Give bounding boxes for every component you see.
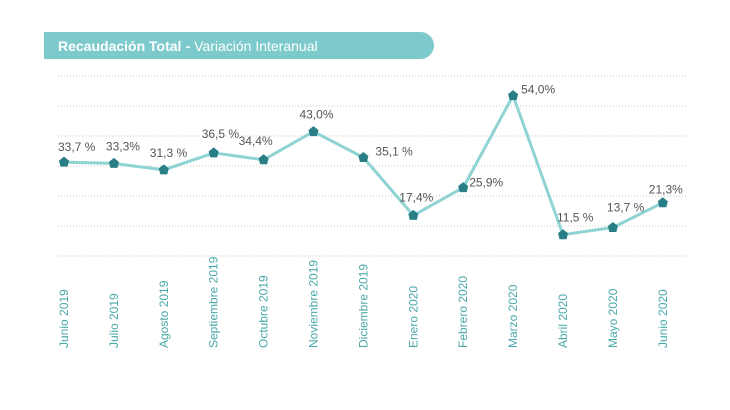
x-tick-label: Mayo 2020 — [606, 288, 620, 348]
x-tick-label: Noviembre 2019 — [307, 260, 321, 348]
x-tick-label: Enero 2020 — [406, 286, 420, 348]
chart-title-bar: Recaudación Total - Variación Interanual — [44, 32, 434, 59]
x-tick-label: Octubre 2019 — [257, 275, 271, 348]
data-point — [208, 147, 219, 158]
data-point — [558, 229, 568, 240]
x-tick-label: Abril 2020 — [556, 294, 570, 348]
data-label: 34,4% — [239, 134, 273, 148]
data-label: 33,7 % — [58, 140, 96, 154]
data-point — [108, 157, 119, 168]
x-tick-label: Marzo 2020 — [506, 284, 520, 348]
data-point — [358, 152, 369, 162]
x-tick-label: Junio 2019 — [57, 289, 71, 348]
data-point — [408, 209, 419, 220]
data-label: 13,7 % — [607, 201, 645, 215]
data-point — [59, 156, 69, 167]
data-label: 31,3 % — [150, 146, 188, 160]
data-label: 36,5 % — [202, 127, 240, 141]
x-tick-label: Septiembre 2019 — [207, 256, 221, 348]
data-point — [158, 164, 169, 175]
x-tick-label: Agosto 2019 — [157, 280, 171, 348]
data-point — [607, 222, 618, 232]
data-label: 17,4% — [399, 190, 433, 204]
x-tick-label: Diciembre 2019 — [356, 264, 370, 348]
x-tick-label: Julio 2019 — [107, 293, 121, 348]
data-label: 54,0% — [521, 83, 555, 97]
data-label: 25,9% — [469, 176, 503, 190]
data-point — [308, 126, 319, 137]
x-tick-label: Junio 2020 — [656, 289, 670, 348]
chart-title-separator: - — [185, 37, 191, 54]
chart-title: Recaudación Total — [58, 37, 182, 54]
data-label: 33,3% — [106, 139, 140, 153]
data-point — [458, 182, 469, 193]
data-label: 43,0% — [300, 108, 334, 122]
data-label: 35,1 % — [375, 144, 413, 158]
data-label: 21,3% — [649, 183, 683, 197]
data-point — [508, 90, 519, 101]
data-point — [657, 197, 668, 208]
x-tick-label: Febrero 2020 — [456, 276, 470, 348]
chart-subtitle: Variación Interanual — [194, 37, 318, 54]
data-point — [258, 154, 269, 165]
data-label: 11,5 % — [557, 211, 594, 225]
